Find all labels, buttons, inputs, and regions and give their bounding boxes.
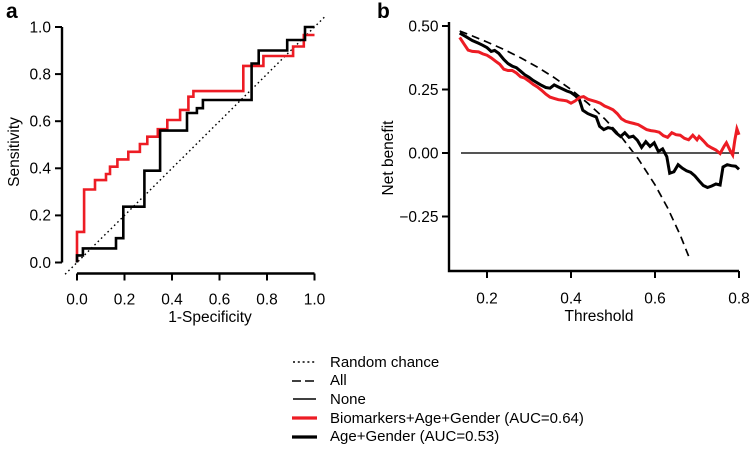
x-tick-label: 0.8 [728,291,750,308]
dca-age-gender [458,31,741,190]
x-tick-label: 0.0 [66,292,88,309]
panel-b-label: b [377,0,390,23]
legend-item-label: Biomarkers+Age+Gender (AUC=0.64) [330,409,584,427]
black-line-icon [292,435,317,439]
y-tick-label: 0.50 [408,18,439,35]
y-tick-label: 0.4 [29,161,51,178]
roc-age-gender [75,25,315,263]
legend-item-random-chance: Random chance [291,353,584,372]
legend-item-all: All [291,372,584,391]
legend: Random chance All None Biomarkers+Age+Ge… [291,353,584,446]
red-line-icon [292,416,317,420]
y-tick-label: 0.00 [408,145,439,162]
legend-item-label: Age+Gender (AUC=0.53) [330,428,500,446]
dca-biomarkers-age-gender [458,36,741,160]
thin-line-icon [293,398,316,401]
y-tick-label: 0.0 [29,255,51,272]
x-tick-label: 0.4 [560,291,582,308]
panel-b-ylabel: Net benefit [380,120,397,196]
panel-a-ylabel: Sensitivity [6,117,23,187]
x-tick-label: 0.8 [256,292,278,309]
panel-b-xlabel: Threshold [564,308,634,325]
legend-item-biomarkers-age-gender: Biomarkers+Age+Gender (AUC=0.64) [291,409,584,428]
y-tick-label: 1.0 [29,19,51,36]
roc-chart: 0.0 0.2 0.4 0.6 0.8 1.0 0.0 0.2 0.4 0.6 0.8 1.0 [29,14,327,309]
axis-line [60,27,315,275]
panel-a-label: a [6,0,18,23]
x-tick-label: 0.4 [161,292,183,309]
legend-item-label: Random chance [330,353,440,371]
legend-item-age-gender: Age+Gender (AUC=0.53) [291,427,584,446]
dotted-line-icon [293,361,316,364]
y-tick-label: 0.6 [29,114,51,131]
net-benefit-chart: 0.2 0.4 0.6 0.8 0.50 0.25 0.00 −0.25 [399,18,750,308]
y-tick-label: 0.2 [29,208,51,225]
x-tick-label: 1.0 [304,292,326,309]
y-tick-label: 0.8 [29,66,51,83]
x-tick-label: 0.2 [114,292,136,309]
legend-item-label: All [330,372,347,390]
legend-item-none: None [291,390,584,409]
dashed-line-icon [292,380,317,382]
x-tick-label: 0.6 [209,292,231,309]
y-tick-label: 0.25 [408,82,438,99]
axis-line [447,22,739,273]
roc-biomarkers-age-gender [75,33,315,263]
x-tick-label: 0.6 [644,291,666,308]
y-tick-label: −0.25 [399,209,438,226]
random-chance-line [64,14,327,275]
panel-a-xlabel: 1-Specificity [168,309,252,326]
x-tick-label: 0.2 [476,291,498,308]
legend-item-label: None [330,390,366,408]
